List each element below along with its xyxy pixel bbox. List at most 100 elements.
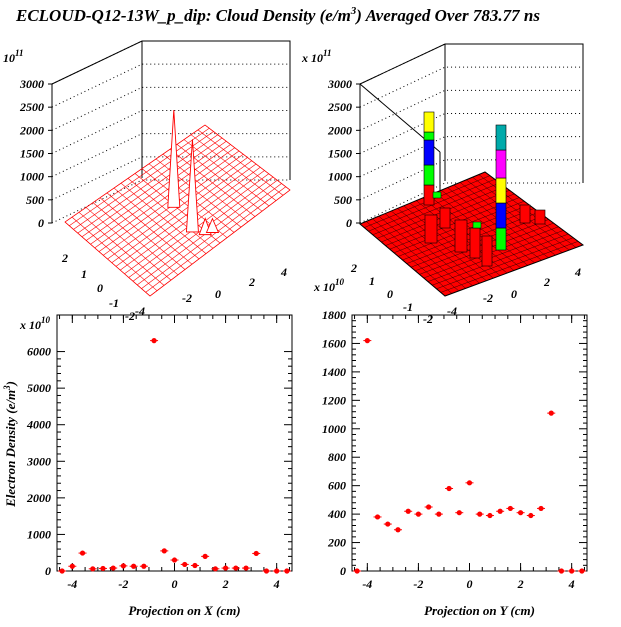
z-tick-label: 1000: [328, 170, 352, 184]
z-tick-label: 0: [38, 216, 44, 230]
y-tick-label: 400: [327, 507, 346, 521]
data-point: [466, 480, 473, 486]
y-tick-label: 1400: [322, 365, 346, 379]
projection-y-panel: x 1010020040060080010001200140016001800-…: [313, 277, 588, 618]
y-tick-label: 2: [350, 261, 357, 275]
x-tick-label: 2: [517, 577, 524, 591]
data-point: [161, 548, 167, 554]
box-back-edge: [51, 40, 291, 180]
surface-peak: [167, 109, 181, 208]
y-tick-label: 200: [327, 536, 346, 550]
data-point: [263, 568, 270, 574]
z-tick-label: 2500: [327, 100, 352, 114]
z-tick-label: 1000: [20, 170, 44, 184]
lego-floor-line: [441, 190, 535, 264]
data-point: [100, 565, 106, 572]
projection-x-panel: 0 1000 2000 3000 4000 5000 6000 -4 -2 0 2 4 Projecti…: [2, 314, 293, 618]
data-point: [558, 568, 565, 574]
data-point: [569, 568, 575, 574]
data-point: [90, 566, 96, 572]
lego-floor-line: [447, 187, 542, 261]
lego-floor-line: [436, 237, 574, 289]
y-tick-label: 1000: [322, 422, 346, 436]
y-tick-label: -1: [109, 296, 119, 310]
title-sup: 3: [350, 5, 357, 17]
x-tick-label: 0: [511, 287, 517, 301]
data-point: [538, 505, 544, 512]
lego-block: [534, 209, 546, 225]
x-tick-label: 4: [568, 577, 575, 591]
x-tick-label: 2: [543, 275, 550, 289]
z-grid-line: [359, 136, 583, 178]
lego-floor-line: [459, 182, 556, 256]
surface-mesh-line: [111, 160, 252, 263]
x-tick-label: -2: [118, 577, 128, 591]
data-point: [579, 568, 585, 574]
title-rest: ) Averaged Over 783.77 ns: [354, 6, 540, 25]
data-point: [446, 485, 452, 492]
x-tick-label: 4: [273, 577, 280, 591]
data-point: [354, 568, 360, 574]
panel-multiplier: x 1010: [313, 277, 345, 294]
data-point: [528, 512, 534, 519]
lego-tall-bar: [423, 139, 435, 166]
data-point: [517, 510, 524, 516]
z-tick-label: 2500: [19, 100, 44, 114]
z-tick-label: 1500: [20, 147, 44, 161]
surface-mesh-line: [197, 129, 284, 196]
z-grid-line: [51, 86, 290, 131]
data-point: [131, 563, 137, 569]
x-tick-label: -4: [362, 577, 372, 591]
data-point: [192, 562, 198, 569]
lego-block: [481, 235, 493, 267]
lego-floor-line: [402, 208, 535, 261]
z-tick-label: 500: [334, 193, 352, 207]
surface-peak: [205, 217, 220, 233]
y-tick-label: 1800: [322, 308, 346, 322]
y-tick-label: 1600: [322, 336, 346, 350]
title-main: ECLOUD-Q12-13W_p_dip: Cloud Density (e/m: [15, 6, 351, 25]
y-tick-label: 1000: [27, 527, 51, 541]
lego-block: [424, 214, 438, 244]
z-grid-line: [51, 110, 290, 154]
lego-tall-bar: [423, 164, 435, 186]
x-tick-label: -2: [182, 291, 192, 305]
lego-tall-bar: [495, 149, 507, 179]
y-tick-label: 0: [97, 281, 103, 295]
data-point: [497, 508, 503, 514]
data-point: [405, 508, 411, 514]
z-tick-label: 3000: [327, 77, 352, 91]
y-tick-label: 0: [387, 287, 393, 301]
y-tick-label: -2: [125, 309, 135, 323]
z-multiplier: x 1011: [0, 48, 24, 65]
data-point: [364, 338, 370, 344]
y-tick-label: 1: [369, 274, 375, 288]
y-tick-label: 0: [340, 564, 346, 578]
lego-tall-bar: [495, 124, 507, 151]
y-tick-label: 1200: [322, 393, 346, 407]
lego-block: [454, 219, 468, 253]
data-point: [233, 565, 239, 571]
data-point: [202, 553, 208, 559]
y-tick-label: -2: [423, 312, 433, 326]
data-point: [120, 563, 127, 569]
data-point: [212, 566, 218, 572]
data-point: [79, 550, 86, 556]
x-tick-label: 0: [467, 577, 473, 591]
lego-floor-line: [440, 241, 579, 293]
y-tick-label: 4000: [26, 418, 51, 432]
surface-mesh-line: [149, 189, 291, 297]
lego-block: [439, 207, 451, 229]
z-tick-label: 1500: [328, 147, 352, 161]
x-tick-label: -2: [483, 291, 493, 305]
lego-tall-bar: [495, 227, 507, 251]
y-multiplier: x 1010: [19, 315, 51, 332]
surface-mesh-line: [169, 149, 256, 217]
z-tick-label: 500: [26, 193, 44, 207]
surface-mesh-line: [141, 183, 282, 289]
surface-mesh-line: [183, 139, 270, 207]
x-tick-label: -2: [413, 577, 423, 591]
data-point: [374, 514, 381, 520]
